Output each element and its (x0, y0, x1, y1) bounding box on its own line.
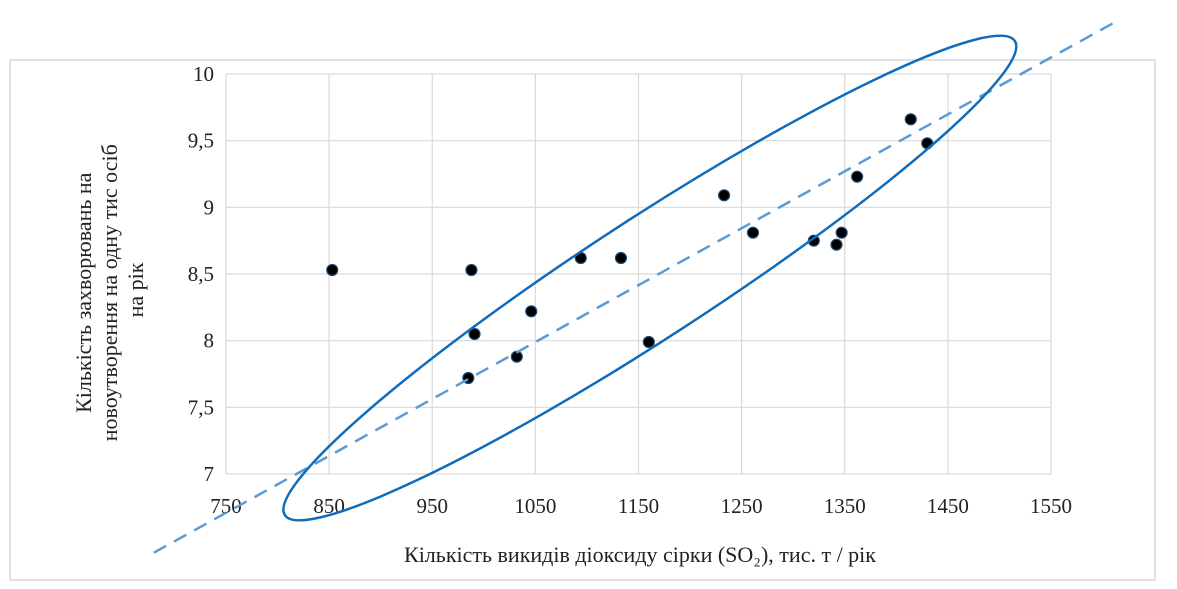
data-point (717, 189, 731, 202)
data-point (830, 238, 843, 251)
x-tick-label: 1250 (721, 494, 763, 518)
data-point (468, 327, 481, 341)
grid-lines (225, 73, 1052, 475)
x-axis-title: Кількість викидів діоксиду сірки (SO₂), … (404, 542, 876, 567)
data-point (807, 234, 820, 247)
y-tick-label: 8,5 (188, 262, 214, 286)
data-point (904, 113, 917, 126)
y-tick-label: 8 (204, 329, 215, 353)
y-tick-label: 7 (204, 462, 215, 486)
data-point (851, 170, 864, 183)
x-tick-label: 1050 (514, 494, 556, 518)
y-tick-label: 10 (193, 62, 214, 86)
y-tick-label: 9 (204, 195, 215, 219)
chart-frame (9, 59, 1156, 581)
cluster-ellipse (282, 34, 1018, 522)
data-point (326, 263, 339, 277)
y-axis-title: Кількість захворювань на новоутворення н… (71, 139, 148, 442)
x-tick-label: 1450 (927, 494, 969, 518)
y-tick-label: 7,5 (188, 395, 214, 419)
x-tick-label: 1350 (824, 494, 866, 518)
data-point (465, 263, 478, 277)
data-point (746, 226, 760, 239)
data-point (835, 226, 848, 239)
data-point (614, 251, 628, 265)
x-tick-labels: 750 850 950 1050 1150 1250 1350 1450 1550 (210, 494, 1072, 518)
y-tick-labels: 7 7,5 8 8,5 9 9,5 10 (188, 62, 214, 486)
data-point (642, 335, 655, 349)
y-axis-title-line-2: новоутворення на одну тис осіб (97, 144, 122, 441)
y-axis-title-line-3: на рік (123, 262, 148, 317)
x-tick-label: 1150 (618, 494, 659, 518)
y-axis-title-line-1: Кількість захворювань на (71, 172, 96, 413)
x-tick-label: 1550 (1030, 494, 1072, 518)
y-tick-label: 9,5 (188, 129, 214, 153)
data-point (525, 305, 538, 318)
x-tick-label: 950 (417, 494, 449, 518)
